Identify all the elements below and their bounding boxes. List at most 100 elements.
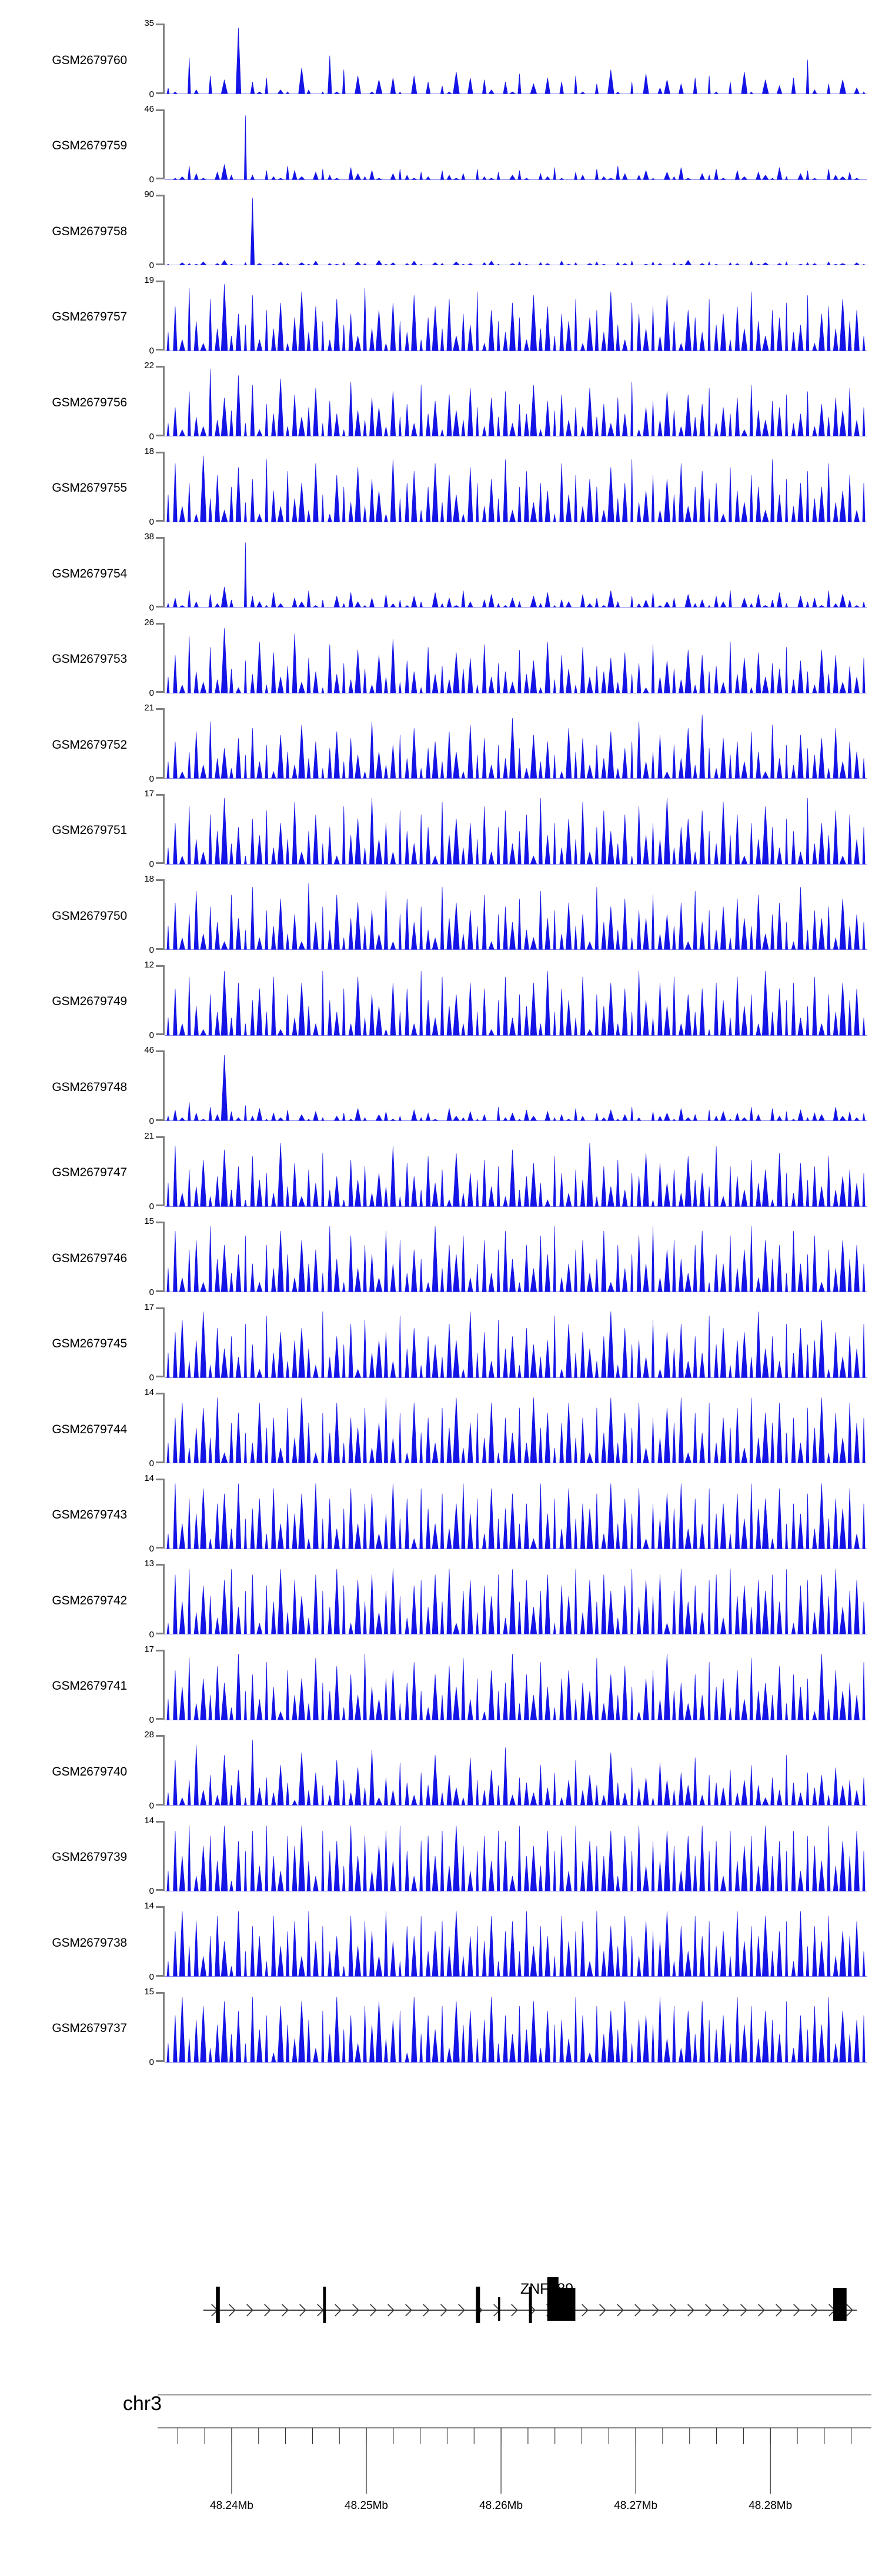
strand-arrow-icon: [811, 2304, 818, 2317]
y-axis-tick-min: [156, 1376, 163, 1377]
gene-exon: [547, 2288, 576, 2321]
gene-exon: [323, 2287, 326, 2323]
coverage-plot: [165, 1986, 867, 2072]
y-axis-tick-max: [156, 1564, 163, 1566]
track-label: GSM2679741: [52, 1679, 127, 1693]
track-label: GSM2679744: [52, 1422, 127, 1436]
track-label: GSM2679745: [52, 1337, 127, 1351]
y-axis-max-label: 17: [144, 1302, 154, 1312]
y-axis-line: [163, 793, 165, 864]
axis-tick-label: 48.24Mb: [210, 2500, 253, 2512]
y-axis-tick-min: [156, 263, 163, 265]
strand-arrow-icon: [335, 2304, 342, 2317]
y-axis-line: [163, 965, 165, 1035]
gene-exon: [498, 2297, 500, 2321]
y-axis-tick-max: [156, 1735, 163, 1737]
y-axis-tick-min: [156, 1290, 163, 1292]
axis-tick-label: 48.27Mb: [614, 2500, 657, 2512]
y-axis-tick-max: [156, 622, 163, 625]
coverage-track: GSM2679759 46 0: [0, 104, 882, 189]
track-y-axis: 21 0: [139, 1130, 165, 1216]
y-axis-min-label: 0: [149, 1116, 154, 1126]
coverage-plot: [165, 1045, 867, 1130]
track-y-axis: 90 0: [139, 189, 165, 275]
y-axis-line: [163, 1050, 165, 1121]
track-y-axis: 17 0: [139, 788, 165, 874]
track-y-axis: 17 0: [139, 1644, 165, 1730]
track-label: GSM2679748: [52, 1080, 127, 1094]
y-axis-tick-min: [156, 92, 163, 94]
y-axis-line: [163, 1307, 165, 1377]
y-axis-line: [163, 195, 165, 265]
track-y-axis: 19 0: [139, 275, 165, 361]
y-axis-max-label: 18: [144, 446, 154, 456]
y-axis-tick-min: [156, 2060, 163, 2062]
axis-tick-label: 48.25Mb: [345, 2500, 388, 2512]
y-axis-min-label: 0: [149, 346, 154, 356]
coverage-plot: [165, 702, 867, 788]
coverage-track: GSM2679745 17 0: [0, 1302, 882, 1387]
y-axis-line: [163, 1649, 165, 1720]
y-axis-line: [163, 109, 165, 179]
track-y-axis: 13 0: [139, 1558, 165, 1644]
strand-arrow-icon: [599, 2304, 606, 2317]
coverage-plot: [165, 446, 867, 532]
coverage-track: GSM2679747 21 0: [0, 1130, 882, 1216]
axis-tick-label: 48.26Mb: [479, 2500, 523, 2512]
y-axis-tick-max: [156, 280, 163, 282]
track-y-axis: 15 0: [139, 1986, 165, 2072]
chromosome-axis: 48.24Mb 48.25Mb 48.26Mb 48.27Mb 48.28Mb chr3: [0, 2382, 882, 2535]
coverage-plot: [165, 788, 867, 874]
track-y-axis: 12 0: [139, 959, 165, 1045]
track-y-axis: 18 0: [139, 873, 165, 959]
coverage-plot: [165, 275, 867, 361]
strand-arrow-icon: [282, 2304, 289, 2317]
track-y-axis: 46 0: [139, 104, 165, 189]
track-y-axis: 22 0: [139, 360, 165, 446]
coverage-plot: [165, 1644, 867, 1730]
y-axis-max-label: 19: [144, 275, 154, 285]
coverage-plot: [165, 1815, 867, 1901]
gene-label: ZNF589: [520, 2281, 574, 2297]
track-label: GSM2679755: [52, 481, 127, 495]
y-axis-max-label: 15: [144, 1986, 154, 1997]
y-axis-max-label: 21: [144, 703, 154, 713]
track-label: GSM2679743: [52, 1508, 127, 1522]
coverage-track: GSM2679760 35 0: [0, 18, 882, 104]
y-axis-tick-min: [156, 1718, 163, 1720]
coverage-track: GSM2679757 19 0: [0, 275, 882, 361]
track-y-axis: 28 0: [139, 1729, 165, 1815]
y-axis-max-label: 14: [144, 1901, 154, 1911]
y-axis-min-label: 0: [149, 602, 154, 613]
y-axis-tick-min: [156, 1204, 163, 1206]
coverage-track: GSM2679738 14 0: [0, 1900, 882, 1986]
y-axis-tick-max: [156, 1222, 163, 1223]
y-axis-tick-max: [156, 1307, 163, 1309]
y-axis-line: [163, 1906, 165, 1977]
y-axis-min-label: 0: [149, 2057, 154, 2067]
strand-arrow-icon: [776, 2304, 783, 2317]
coverage-plot: [165, 873, 867, 959]
strand-arrow-icon: [352, 2304, 359, 2317]
coverage-track: GSM2679756 22 0: [0, 360, 882, 446]
y-axis-max-label: 14: [144, 1387, 154, 1397]
coverage-plot: [165, 531, 867, 617]
track-label: GSM2679759: [52, 139, 127, 153]
gene-annotation-track: ZNF589: [0, 2241, 882, 2344]
y-axis-tick-max: [156, 1393, 163, 1394]
track-label: GSM2679754: [52, 566, 127, 580]
y-axis-tick-min: [156, 1119, 163, 1121]
y-axis-tick-min: [156, 349, 163, 351]
y-axis-line: [163, 1136, 165, 1206]
coverage-plot: [165, 18, 867, 104]
y-axis-max-label: 17: [144, 788, 154, 799]
y-axis-max-label: 46: [144, 1045, 154, 1055]
coverage-track: GSM2679753 26 0: [0, 617, 882, 703]
track-label: GSM2679742: [52, 1593, 127, 1607]
y-axis-max-label: 14: [144, 1473, 154, 1483]
gene-exon: [833, 2288, 847, 2321]
y-axis-max-label: 14: [144, 1815, 154, 1826]
y-axis-tick-max: [156, 1820, 163, 1823]
coverage-plot: [165, 1130, 867, 1216]
